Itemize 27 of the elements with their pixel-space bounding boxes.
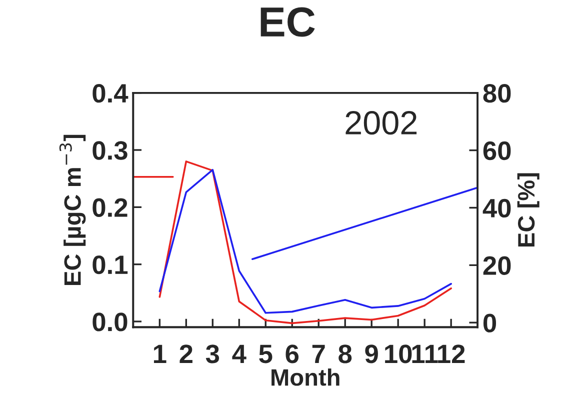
y-tick-label: 0.4 [92,84,128,103]
x-tick-label: 5 [259,344,272,364]
x-axis-title: Month [272,368,340,386]
x-tick-label: 10 [385,344,412,364]
y-axis-title: EC [µgC m$^{−3}$] [59,134,86,285]
x-tick-label: 7 [312,344,325,363]
y2-tick-label: 60 [483,141,511,160]
y2-tick-label: 80 [483,84,511,103]
annotation: 2002 [346,110,417,135]
x-tick-label: 2 [180,344,192,363]
y2-axis-title: EC [%] [517,173,540,246]
y-tick-label: 0.0 [92,312,128,332]
x-tick-label: 3 [206,344,220,364]
x-tick-label: 12 [438,344,465,363]
y2-tick-label: 20 [483,256,511,275]
x-tick-label: 9 [365,344,378,364]
x-tick-label: 11 [412,344,438,363]
y-tick-label: 0.3 [92,141,128,160]
x-tick-label: 1 [154,344,166,363]
y-tick-label: 0.1 [92,255,128,274]
y2-tick-label: 0 [483,314,496,332]
x-tick-label: 4 [232,344,246,363]
y-tick-label: 0.2 [92,198,128,217]
chart-title: EC [260,7,315,37]
x-tick-label: 6 [286,344,299,364]
x-tick-label: 8 [338,344,352,364]
y2-tick-label: 40 [482,198,511,218]
